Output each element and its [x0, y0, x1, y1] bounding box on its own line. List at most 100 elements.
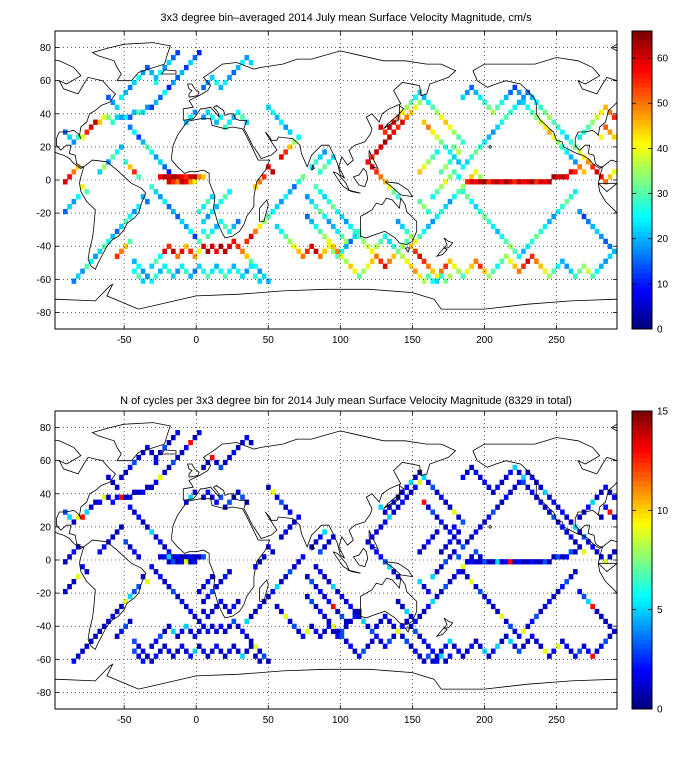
- heatmap-cell: [127, 124, 133, 130]
- heatmap-cell: [352, 228, 358, 235]
- heatmap-cell: [430, 648, 436, 654]
- heatmap-cell: [222, 603, 228, 610]
- heatmap-cell: [551, 648, 557, 654]
- heatmap-cell: [469, 174, 474, 180]
- heatmap-cell: [477, 263, 483, 269]
- heatmap-cell: [417, 199, 423, 205]
- heatmap-cell: [542, 124, 548, 130]
- heatmap-cell: [248, 613, 254, 620]
- coastline: [79, 539, 147, 651]
- heatmap-cell: [214, 79, 219, 86]
- heatmap-cell: [127, 213, 133, 220]
- heatmap-cell: [534, 479, 539, 485]
- heatmap-cell: [192, 633, 198, 639]
- heatmap-cell: [305, 574, 310, 580]
- heatmap-cell: [499, 479, 505, 485]
- heatmap-cell: [495, 484, 500, 490]
- heatmap-cell: [339, 248, 345, 254]
- heatmap-cell: [551, 268, 557, 274]
- heatmap-cell: [114, 104, 120, 110]
- heatmap-cell: [452, 549, 457, 555]
- heatmap-cell: [464, 89, 470, 96]
- heatmap-cell: [426, 159, 431, 165]
- heatmap-cell: [240, 628, 245, 634]
- colorbar-segment: [632, 518, 652, 524]
- heatmap-cell: [192, 435, 198, 441]
- colorbar-segment: [632, 35, 652, 41]
- heatmap-cell: [503, 559, 509, 565]
- heatmap-cell: [240, 248, 245, 254]
- heatmap-cell: [452, 154, 457, 160]
- heatmap-cell: [75, 653, 81, 659]
- heatmap-cell: [179, 559, 185, 565]
- heatmap-cell: [339, 593, 345, 600]
- heatmap-cell: [547, 598, 552, 605]
- heatmap-cell: [590, 653, 595, 659]
- colorbar-segment: [632, 629, 652, 635]
- colorbar-segment: [632, 305, 652, 311]
- heatmap-cell: [551, 119, 557, 125]
- heatmap-cell: [132, 459, 137, 466]
- heatmap-cell: [590, 273, 595, 279]
- heatmap-cell: [594, 114, 600, 120]
- heatmap-cell: [136, 584, 142, 590]
- heatmap-cell: [196, 50, 202, 56]
- heatmap-cell: [153, 569, 159, 575]
- heatmap-cell: [166, 268, 172, 274]
- heatmap-cell: [209, 194, 215, 200]
- heatmap-cell: [482, 479, 487, 485]
- heatmap-cell: [482, 179, 487, 185]
- heatmap-cell: [382, 263, 388, 269]
- colorbar-segment: [632, 268, 652, 274]
- heatmap-cell: [499, 559, 505, 565]
- heatmap-cell: [521, 643, 526, 649]
- coastline: [161, 69, 177, 75]
- heatmap-cell: [149, 658, 155, 664]
- heatmap-cell: [166, 464, 172, 471]
- heatmap-cell: [322, 213, 327, 220]
- heatmap-cell: [352, 613, 358, 620]
- heatmap-cell: [512, 559, 518, 565]
- heatmap-cell: [209, 228, 215, 235]
- heatmap-cell: [335, 608, 340, 615]
- heatmap-cell: [421, 638, 427, 644]
- heatmap-cell: [603, 618, 608, 625]
- heatmap-cell: [110, 154, 116, 160]
- heatmap-cell: [508, 469, 513, 476]
- heatmap-cell: [581, 593, 587, 600]
- heatmap-cell: [231, 449, 237, 456]
- heatmap-cell: [153, 479, 159, 485]
- heatmap-cell: [162, 89, 167, 96]
- heatmap-cell: [183, 119, 189, 125]
- heatmap-cell: [235, 243, 241, 250]
- heatmap-cell: [244, 633, 250, 639]
- heatmap-cell: [292, 564, 297, 570]
- heatmap-cell: [326, 598, 332, 605]
- heatmap-cell: [71, 519, 77, 525]
- heatmap-cell: [413, 618, 418, 625]
- heatmap-cell: [274, 603, 280, 610]
- heatmap-cell: [417, 549, 423, 555]
- heatmap-cell: [335, 228, 340, 235]
- heatmap-cell: [140, 278, 146, 284]
- heatmap-cell: [430, 484, 436, 490]
- coastline: [347, 569, 361, 574]
- heatmap-cell: [598, 514, 604, 520]
- heatmap-cell: [391, 509, 397, 515]
- heatmap-cell: [434, 569, 440, 575]
- heatmap-cell: [586, 159, 591, 165]
- heatmap-cell: [499, 99, 505, 105]
- heatmap-cell: [426, 99, 431, 105]
- colorbar-segment: [632, 564, 652, 570]
- heatmap-cell: [244, 618, 250, 625]
- heatmap-cell: [192, 55, 198, 61]
- colorbar-segment: [632, 189, 652, 195]
- heatmap-cell: [145, 579, 150, 585]
- heatmap-cell: [114, 149, 120, 155]
- heatmap-cell: [158, 69, 163, 76]
- coastline: [91, 42, 171, 82]
- heatmap-cell: [577, 208, 582, 215]
- heatmap-cell: [529, 253, 535, 259]
- heatmap-cell: [573, 539, 578, 545]
- heatmap-cell: [209, 623, 215, 630]
